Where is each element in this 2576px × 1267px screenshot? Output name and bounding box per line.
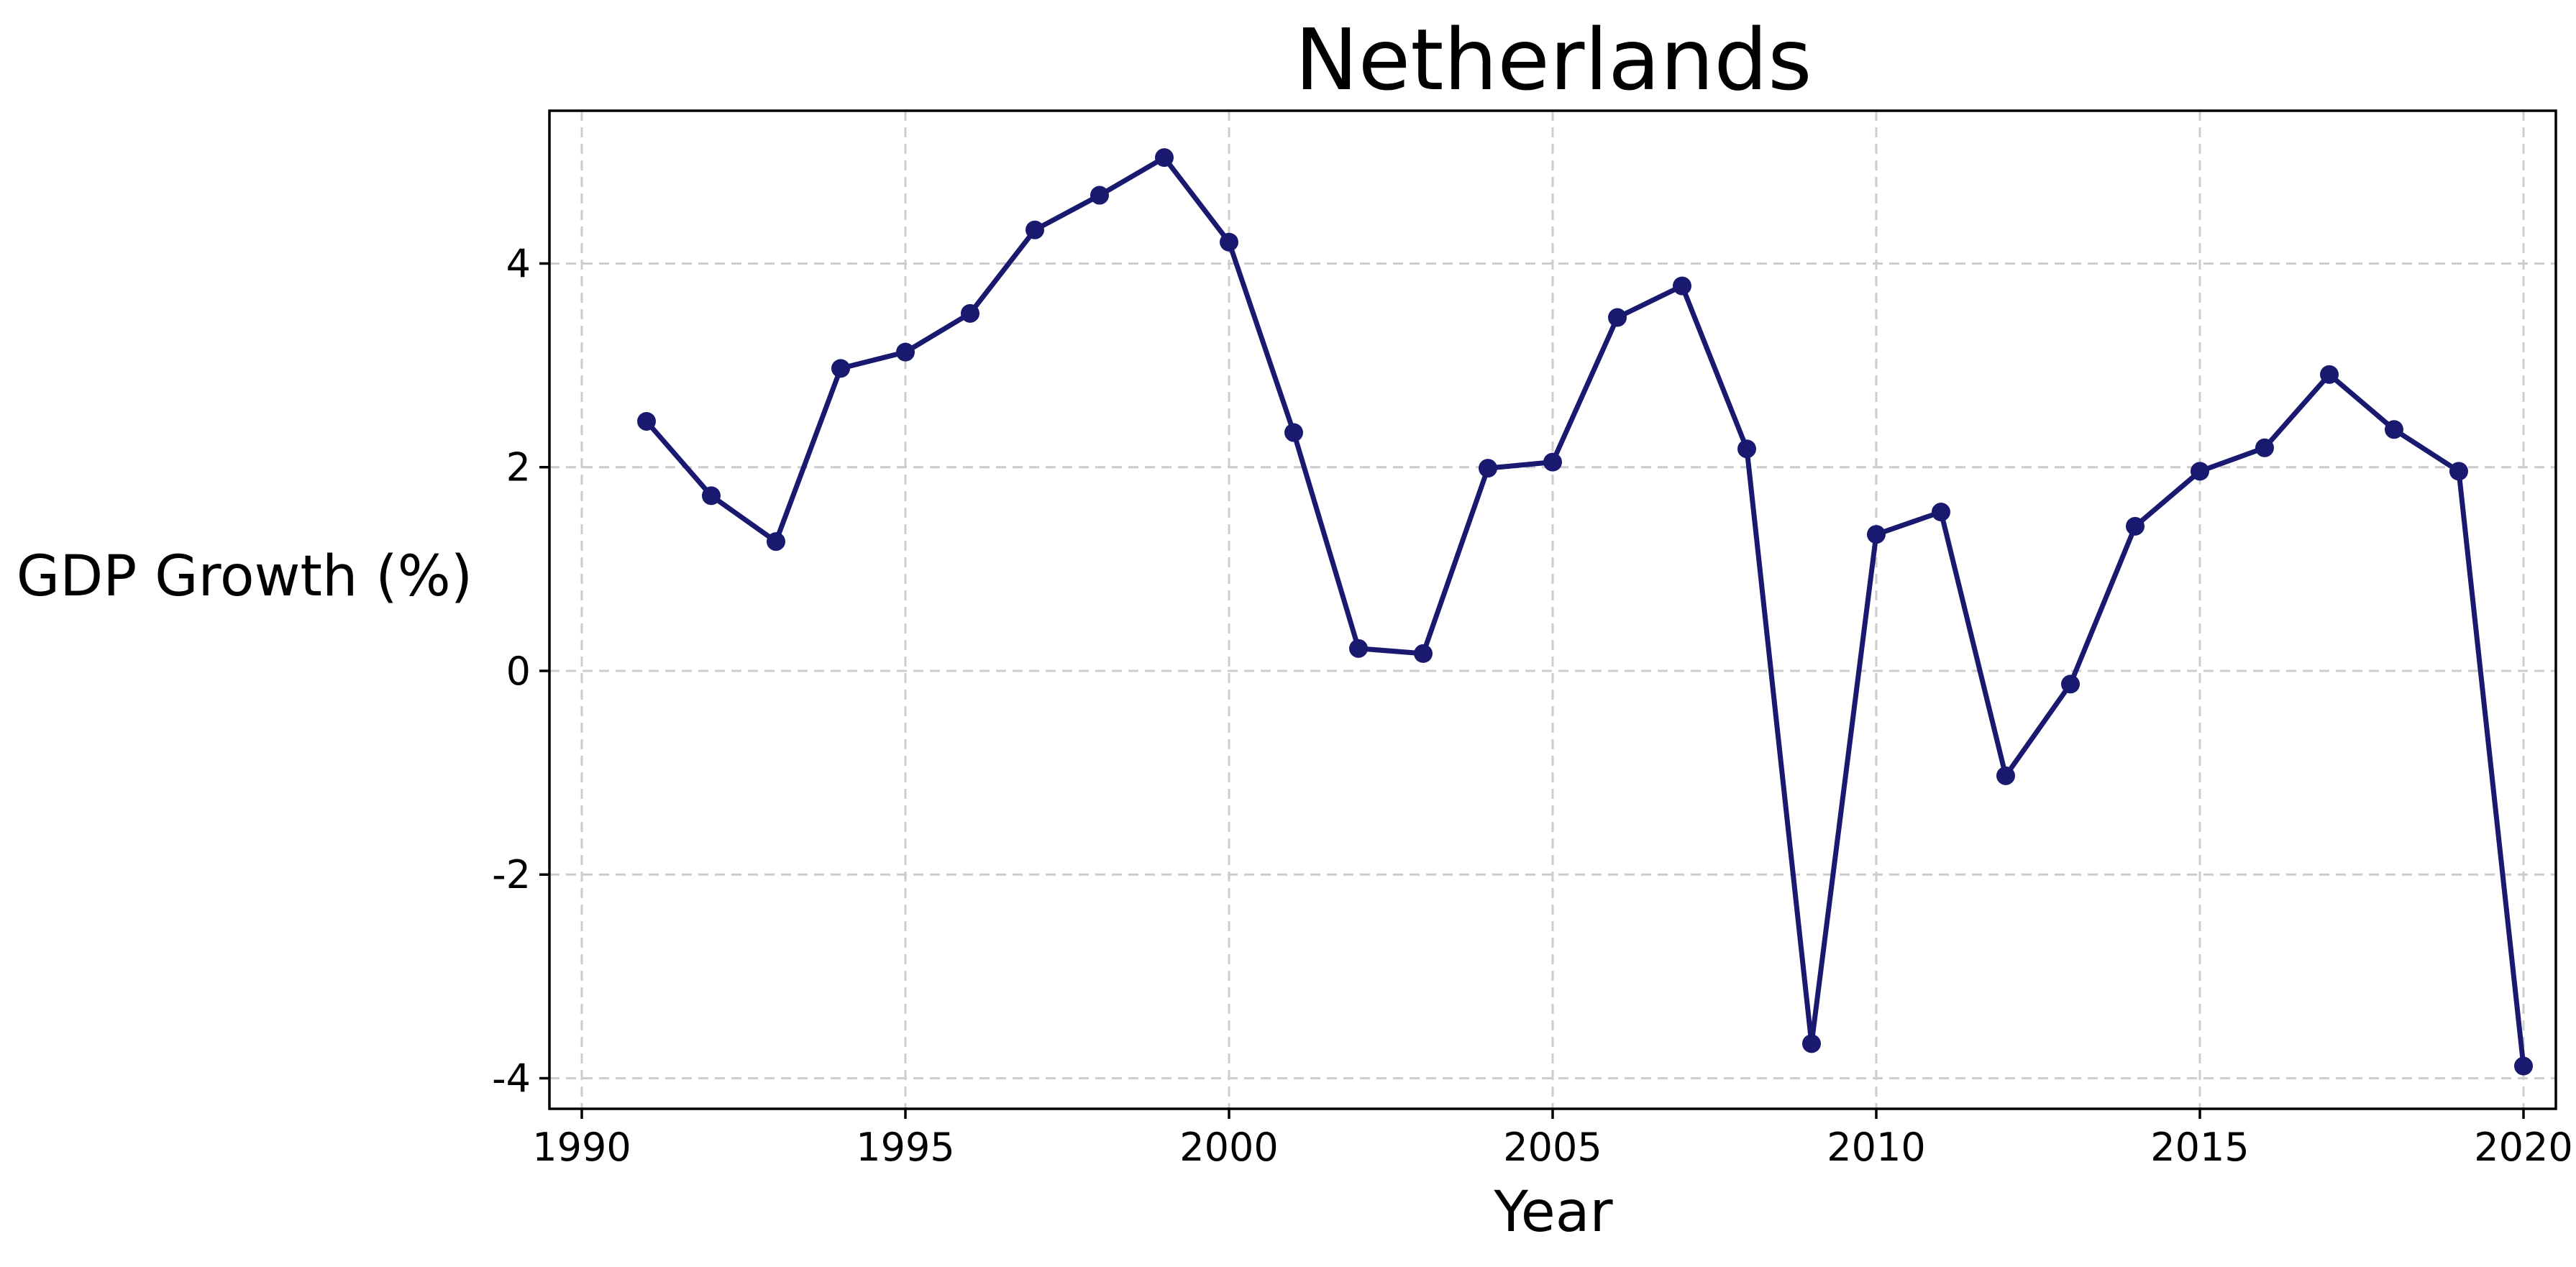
axis-ticks: 1990 1995 2000 2005 2010 2015 2020 -4 -2 0 2 4 <box>492 241 2573 1170</box>
data-point <box>1737 439 1756 459</box>
data-point <box>1090 186 1109 205</box>
data-point <box>767 532 785 552</box>
x-axis-label: Year <box>1493 1180 1613 1245</box>
data-point <box>1867 525 1886 544</box>
x-tick-label: 2000 <box>1179 1125 1278 1170</box>
data-point <box>1996 766 2015 785</box>
data-point <box>896 342 915 362</box>
y-tick-label: 0 <box>506 649 531 694</box>
y-tick-label: -2 <box>492 852 531 897</box>
data-point <box>1414 644 1433 663</box>
series-line-group <box>637 148 2533 1076</box>
x-tick-label: 2020 <box>2474 1125 2572 1170</box>
data-point <box>2191 462 2209 481</box>
x-tick-label: 1990 <box>532 1125 631 1170</box>
data-point <box>637 411 656 431</box>
data-point <box>2126 516 2145 536</box>
gdp-growth-line <box>644 155 2526 1066</box>
y-tick-label: 4 <box>506 241 531 286</box>
data-point <box>1932 503 1950 522</box>
data-point <box>2385 420 2403 439</box>
data-point <box>1479 459 1497 478</box>
grid-lines <box>549 111 2556 1109</box>
data-point <box>1802 1034 1821 1053</box>
data-point <box>702 486 721 506</box>
y-axis-label: GDP Growth (%) <box>17 544 472 609</box>
data-point <box>1349 639 1368 658</box>
y-tick-label: 2 <box>506 445 531 490</box>
data-point <box>1543 452 1562 472</box>
data-point <box>1673 276 1691 296</box>
x-tick-label: 2010 <box>1827 1125 1925 1170</box>
data-point <box>2061 674 2080 694</box>
data-point <box>1284 423 1303 442</box>
data-point <box>1220 232 1238 252</box>
data-point <box>961 303 979 323</box>
data-point <box>1608 308 1627 327</box>
data-point <box>1026 220 1044 239</box>
chart-title: Netherlands <box>1294 10 1812 109</box>
x-tick-label: 1995 <box>856 1125 954 1170</box>
data-point <box>831 359 850 378</box>
data-point <box>2320 365 2339 384</box>
data-point <box>1155 148 1174 168</box>
y-tick-label: -4 <box>492 1056 531 1102</box>
x-tick-label: 2005 <box>1503 1125 1602 1170</box>
data-point <box>2449 462 2468 481</box>
data-point <box>2255 438 2274 457</box>
data-point <box>2514 1056 2533 1076</box>
x-tick-label: 2015 <box>2150 1125 2249 1170</box>
